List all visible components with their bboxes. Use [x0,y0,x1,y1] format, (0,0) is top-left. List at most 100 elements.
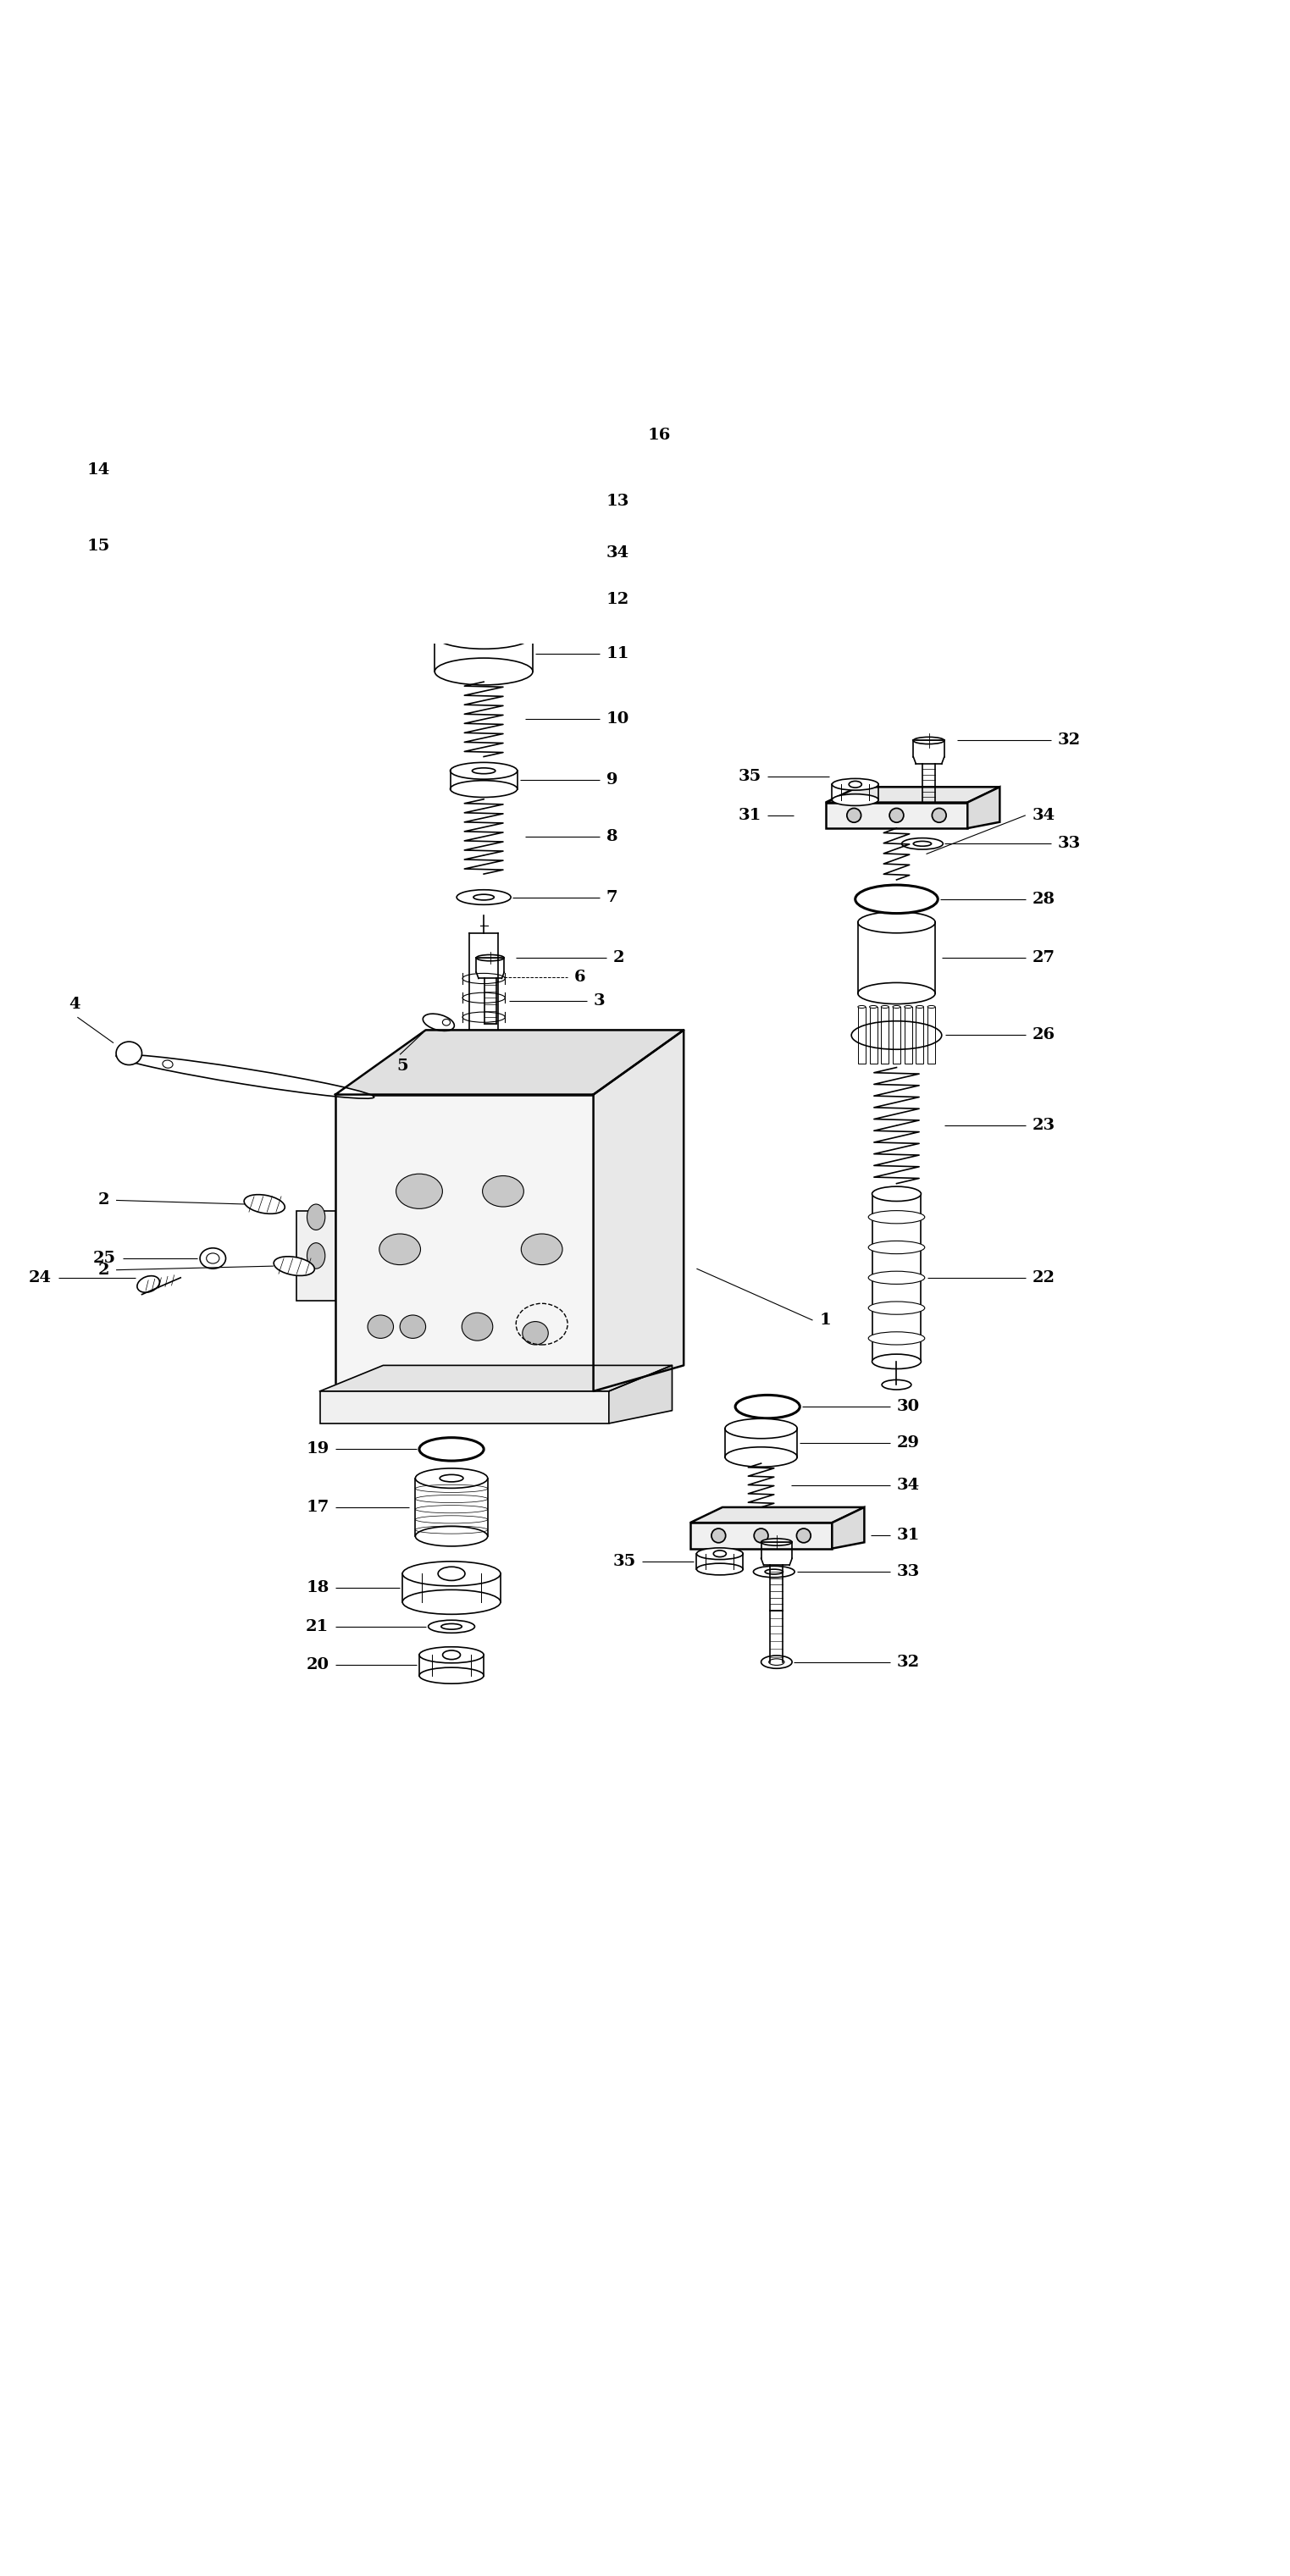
Text: 20: 20 [306,1656,329,1672]
Ellipse shape [462,974,504,984]
Ellipse shape [522,495,538,510]
Bar [928,1007,935,1064]
Text: 1: 1 [819,1314,831,1327]
Ellipse shape [902,837,943,850]
Ellipse shape [858,912,935,933]
Ellipse shape [439,1566,464,1582]
Ellipse shape [402,1589,501,1615]
Text: 15: 15 [86,538,110,554]
Text: 16: 16 [648,428,671,443]
Ellipse shape [419,1646,484,1664]
Ellipse shape [419,1437,484,1461]
Ellipse shape [713,1551,726,1556]
Polygon shape [690,1507,864,1522]
Bar [690,1522,832,1548]
Ellipse shape [872,1188,921,1200]
Ellipse shape [415,1528,488,1546]
Text: 33: 33 [897,1564,920,1579]
Ellipse shape [510,433,541,438]
Ellipse shape [200,1247,226,1267]
Ellipse shape [753,1566,795,1577]
Ellipse shape [244,1195,285,1213]
Ellipse shape [430,495,445,510]
Ellipse shape [868,1211,925,1224]
Text: 3: 3 [593,994,605,1010]
Ellipse shape [137,1275,160,1293]
Ellipse shape [442,1651,461,1659]
Ellipse shape [697,1564,743,1574]
Ellipse shape [849,781,862,788]
Text: 19: 19 [306,1443,329,1458]
Text: 34: 34 [897,1479,920,1494]
Polygon shape [968,786,1000,829]
Ellipse shape [400,1316,426,1340]
Text: 4: 4 [70,997,80,1012]
Text: 22: 22 [1032,1270,1055,1285]
Text: 34: 34 [606,546,630,562]
Ellipse shape [869,1005,877,1007]
Ellipse shape [450,781,517,796]
Text: 18: 18 [306,1579,329,1595]
Text: 35: 35 [738,770,761,783]
Text: 29: 29 [897,1435,920,1450]
Ellipse shape [423,1015,454,1030]
Ellipse shape [116,1041,142,1064]
Ellipse shape [846,809,860,822]
Ellipse shape [397,456,428,464]
Text: 9: 9 [606,773,618,788]
Ellipse shape [904,1005,912,1007]
Text: 27: 27 [1032,951,1055,966]
Text: 7: 7 [606,889,618,904]
Polygon shape [593,1030,684,1391]
Text: 25: 25 [93,1252,116,1265]
Text: 2: 2 [98,1193,110,1208]
Text: 30: 30 [897,1399,920,1414]
Ellipse shape [868,1332,925,1345]
Text: 10: 10 [606,711,630,726]
Ellipse shape [521,1234,562,1265]
Ellipse shape [832,778,878,791]
Text: 32: 32 [1058,734,1081,747]
Text: 14: 14 [86,464,110,479]
Ellipse shape [858,1005,866,1007]
Text: 31: 31 [897,1528,920,1543]
Bar [320,1391,609,1425]
Bar [297,1211,335,1301]
Text: 32: 32 [897,1654,920,1669]
Text: 6: 6 [574,969,586,984]
Text: 12: 12 [606,592,630,608]
Ellipse shape [889,809,903,822]
Bar [335,1095,593,1391]
Bar [869,1007,877,1064]
Ellipse shape [697,1548,743,1558]
Ellipse shape [868,1270,925,1283]
Ellipse shape [472,768,495,773]
Polygon shape [609,1365,672,1425]
Polygon shape [561,471,593,515]
Bar [893,1007,900,1064]
Bar [872,1193,921,1363]
Ellipse shape [415,1468,488,1489]
Text: 2: 2 [98,1262,110,1278]
Text: 31: 31 [738,809,761,822]
Ellipse shape [442,1020,450,1025]
Ellipse shape [206,1252,219,1262]
Ellipse shape [163,1061,173,1069]
Polygon shape [826,786,1000,804]
Ellipse shape [735,1396,800,1419]
Text: 8: 8 [606,829,618,845]
Ellipse shape [428,1620,475,1633]
Ellipse shape [522,1321,548,1345]
Ellipse shape [379,1234,421,1265]
Bar [904,1007,912,1064]
Ellipse shape [858,981,935,1005]
Bar [881,1007,889,1064]
Ellipse shape [457,889,511,904]
Ellipse shape [419,1667,484,1685]
Ellipse shape [307,1203,325,1229]
Ellipse shape [440,585,528,613]
Text: 34: 34 [1032,809,1055,822]
Ellipse shape [462,1314,493,1340]
Bar [858,1007,866,1064]
Ellipse shape [368,1316,393,1340]
